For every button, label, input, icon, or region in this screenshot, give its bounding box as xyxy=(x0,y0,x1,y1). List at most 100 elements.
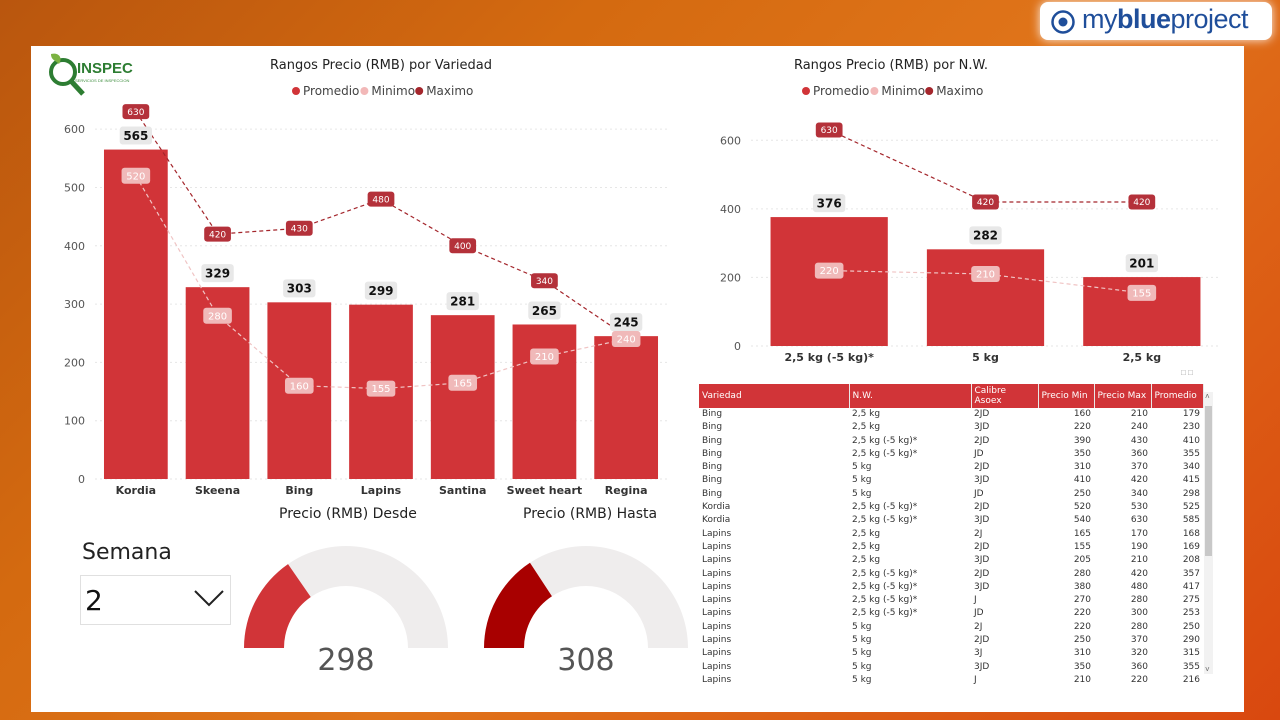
gauge-value: 298 xyxy=(317,643,374,676)
data-label-minimo-text: 280 xyxy=(208,311,227,322)
semana-slicer-dropdown[interactable]: 2 xyxy=(80,575,231,625)
table-cell: Lapins xyxy=(702,674,732,685)
table-cell: 420 xyxy=(1130,568,1148,579)
table-row[interactable]: Lapins 5 kg 3J 310 320 315 xyxy=(699,647,1203,660)
table-cell: Lapins xyxy=(702,581,732,592)
data-label-promedio: 299 xyxy=(364,281,398,300)
scroll-down-icon[interactable]: ˅ xyxy=(1205,665,1210,674)
table-cell: 2JD xyxy=(974,435,990,446)
table-cell: 355 xyxy=(1182,661,1200,672)
table-row[interactable]: Bing 5 kg 2JD 310 370 340 xyxy=(699,461,1203,474)
data-label-minimo-bg xyxy=(366,380,396,397)
column-header-2[interactable]: Calibre Asoex xyxy=(971,384,1039,408)
table-row[interactable]: Lapins 5 kg 2J 220 280 250 xyxy=(699,621,1203,634)
table-cell: 280 xyxy=(1073,568,1091,579)
table-row[interactable]: Bing 2,5 kg 2JD 160 210 179 xyxy=(699,408,1203,421)
legend-label-maximo: Maximo xyxy=(426,84,473,98)
data-label-maximo-text: 630 xyxy=(821,126,838,136)
table-cell: 220 xyxy=(1073,422,1091,433)
x-tick-label: 2,5 kg xyxy=(1123,351,1162,364)
scroll-up-icon[interactable]: ˄ xyxy=(1205,392,1210,401)
table-row[interactable]: Kordia 2,5 kg (-5 kg)* 2JD 520 530 525 xyxy=(699,501,1203,514)
table-row[interactable]: Lapins 2,5 kg (-5 kg)* JD 220 300 253 xyxy=(699,607,1203,620)
table-cell: 5 kg xyxy=(852,475,872,486)
table-row[interactable]: Bing 5 kg JD 250 340 298 xyxy=(699,488,1203,501)
table-cell: 357 xyxy=(1182,568,1200,579)
chart-precio-por-variedad[interactable]: Rangos Precio (RMB) por Variedad Promedio… xyxy=(31,46,701,506)
table-cell: Lapins xyxy=(702,541,732,552)
data-label-maximo: 400 xyxy=(449,238,477,254)
table-cell: Bing xyxy=(702,448,723,459)
table-row[interactable]: Bing 5 kg 3JD 410 420 415 xyxy=(699,474,1203,487)
table-cell: 290 xyxy=(1182,635,1200,646)
magnifier-logo-icon xyxy=(49,53,85,96)
table-row[interactable]: Lapins 2,5 kg 3JD 205 210 208 xyxy=(699,554,1203,567)
table-scrollbar[interactable]: ˄ ˅ xyxy=(1204,392,1213,674)
data-label-maximo-bg xyxy=(1128,194,1156,210)
table-row[interactable]: Bing 2,5 kg 3JD 220 240 230 xyxy=(699,421,1203,434)
table-cell: 2,5 kg xyxy=(852,541,881,552)
data-label-minimo-text: 210 xyxy=(976,270,995,281)
data-label-minimo-bg xyxy=(121,167,151,184)
data-label-minimo-bg xyxy=(448,374,478,391)
chart-title: Rangos Precio (RMB) por Variedad xyxy=(270,58,492,73)
column-header-0[interactable]: Variedad xyxy=(699,384,850,408)
table-cell: 230 xyxy=(1182,422,1200,433)
table-cell: 205 xyxy=(1073,555,1091,566)
table-row[interactable]: Lapins 5 kg 3JD 350 360 355 xyxy=(699,661,1203,674)
table-cell: 179 xyxy=(1182,409,1200,419)
table-cell: 216 xyxy=(1182,674,1200,685)
table-cell: 5 kg xyxy=(852,488,872,499)
data-label-maximo: 340 xyxy=(531,273,558,289)
table-cell: 208 xyxy=(1182,555,1200,566)
table-cell: 410 xyxy=(1073,475,1091,486)
chevron-down-icon[interactable] xyxy=(193,588,225,608)
table-cell: 169 xyxy=(1182,541,1200,552)
table-row[interactable]: Lapins 2,5 kg (-5 kg)* 3JD 380 480 417 xyxy=(699,581,1203,594)
table-row[interactable]: Lapins 2,5 kg 2J 165 170 168 xyxy=(699,528,1203,541)
data-label-promedio: 281 xyxy=(446,292,479,311)
data-label-maximo-text: 420 xyxy=(1133,198,1150,208)
data-label-minimo: 160 xyxy=(284,377,314,394)
table-cell: JD xyxy=(974,608,984,619)
gauge-precio-hasta[interactable]: 308160630 xyxy=(471,536,701,676)
gauge-precio-desde[interactable]: 298155620 xyxy=(231,536,461,676)
table-cell: 2JD xyxy=(974,635,990,646)
table-row[interactable]: Bing 2,5 kg (-5 kg)* 2JD 390 430 410 xyxy=(699,435,1203,448)
data-label-maximo-text: 630 xyxy=(127,108,144,118)
data-label-minimo-text: 155 xyxy=(1132,288,1151,299)
data-label-minimo-bg xyxy=(611,331,641,348)
visual-header-icons[interactable]: □ □ xyxy=(1181,368,1193,377)
data-label-maximo-text: 480 xyxy=(372,195,389,205)
legend-marker-maximo xyxy=(925,87,934,95)
table-cell: 2JD xyxy=(974,462,990,473)
table-cell: Lapins xyxy=(702,528,732,539)
table-cell: 2JD xyxy=(974,568,990,579)
price-table[interactable]: Variedad N.W. Calibre Asoex Precio Min Preci… xyxy=(699,384,1213,686)
legend-marker-minimo xyxy=(870,87,879,95)
table-cell: 160 xyxy=(1073,409,1091,419)
data-label-promedio-bg xyxy=(1125,254,1158,273)
table-row[interactable]: Lapins 2,5 kg (-5 kg)* 2JD 280 420 357 xyxy=(699,568,1203,581)
chart-precio-por-nw[interactable]: Rangos Precio (RMB) por N.W. Promedio Mini… xyxy=(691,46,1244,376)
data-label-promedio: 201 xyxy=(1125,254,1158,273)
table-row[interactable]: Kordia 2,5 kg (-5 kg)* 3JD 540 630 585 xyxy=(699,514,1203,527)
table-cell: 350 xyxy=(1073,661,1091,672)
column-header-4[interactable]: Precio Max xyxy=(1094,384,1152,408)
table-row[interactable]: Bing 2,5 kg (-5 kg)* JD 350 360 355 xyxy=(699,448,1203,461)
table-row[interactable]: Lapins 5 kg 2JD 250 370 290 xyxy=(699,634,1203,647)
data-label-maximo: 430 xyxy=(285,220,313,236)
scroll-thumb[interactable] xyxy=(1205,406,1212,556)
column-header-3[interactable]: Precio Min xyxy=(1038,384,1095,408)
data-label-promedio-text: 281 xyxy=(450,294,475,308)
table-cell: 585 xyxy=(1182,515,1200,526)
table-row[interactable]: Lapins 2,5 kg 2JD 155 190 169 xyxy=(699,541,1203,554)
table-cell: 170 xyxy=(1130,528,1148,539)
table-cell: 2,5 kg xyxy=(852,422,881,433)
data-label-maximo-text: 400 xyxy=(454,242,471,252)
column-header-1[interactable]: N.W. xyxy=(849,384,972,408)
bar-promedio-0 xyxy=(770,217,888,346)
column-header-5[interactable]: Promedio xyxy=(1151,384,1204,408)
table-row[interactable]: Lapins 2,5 kg (-5 kg)* J 270 280 275 xyxy=(699,594,1203,607)
table-row[interactable]: Lapins 5 kg J 210 220 216 xyxy=(699,674,1203,686)
